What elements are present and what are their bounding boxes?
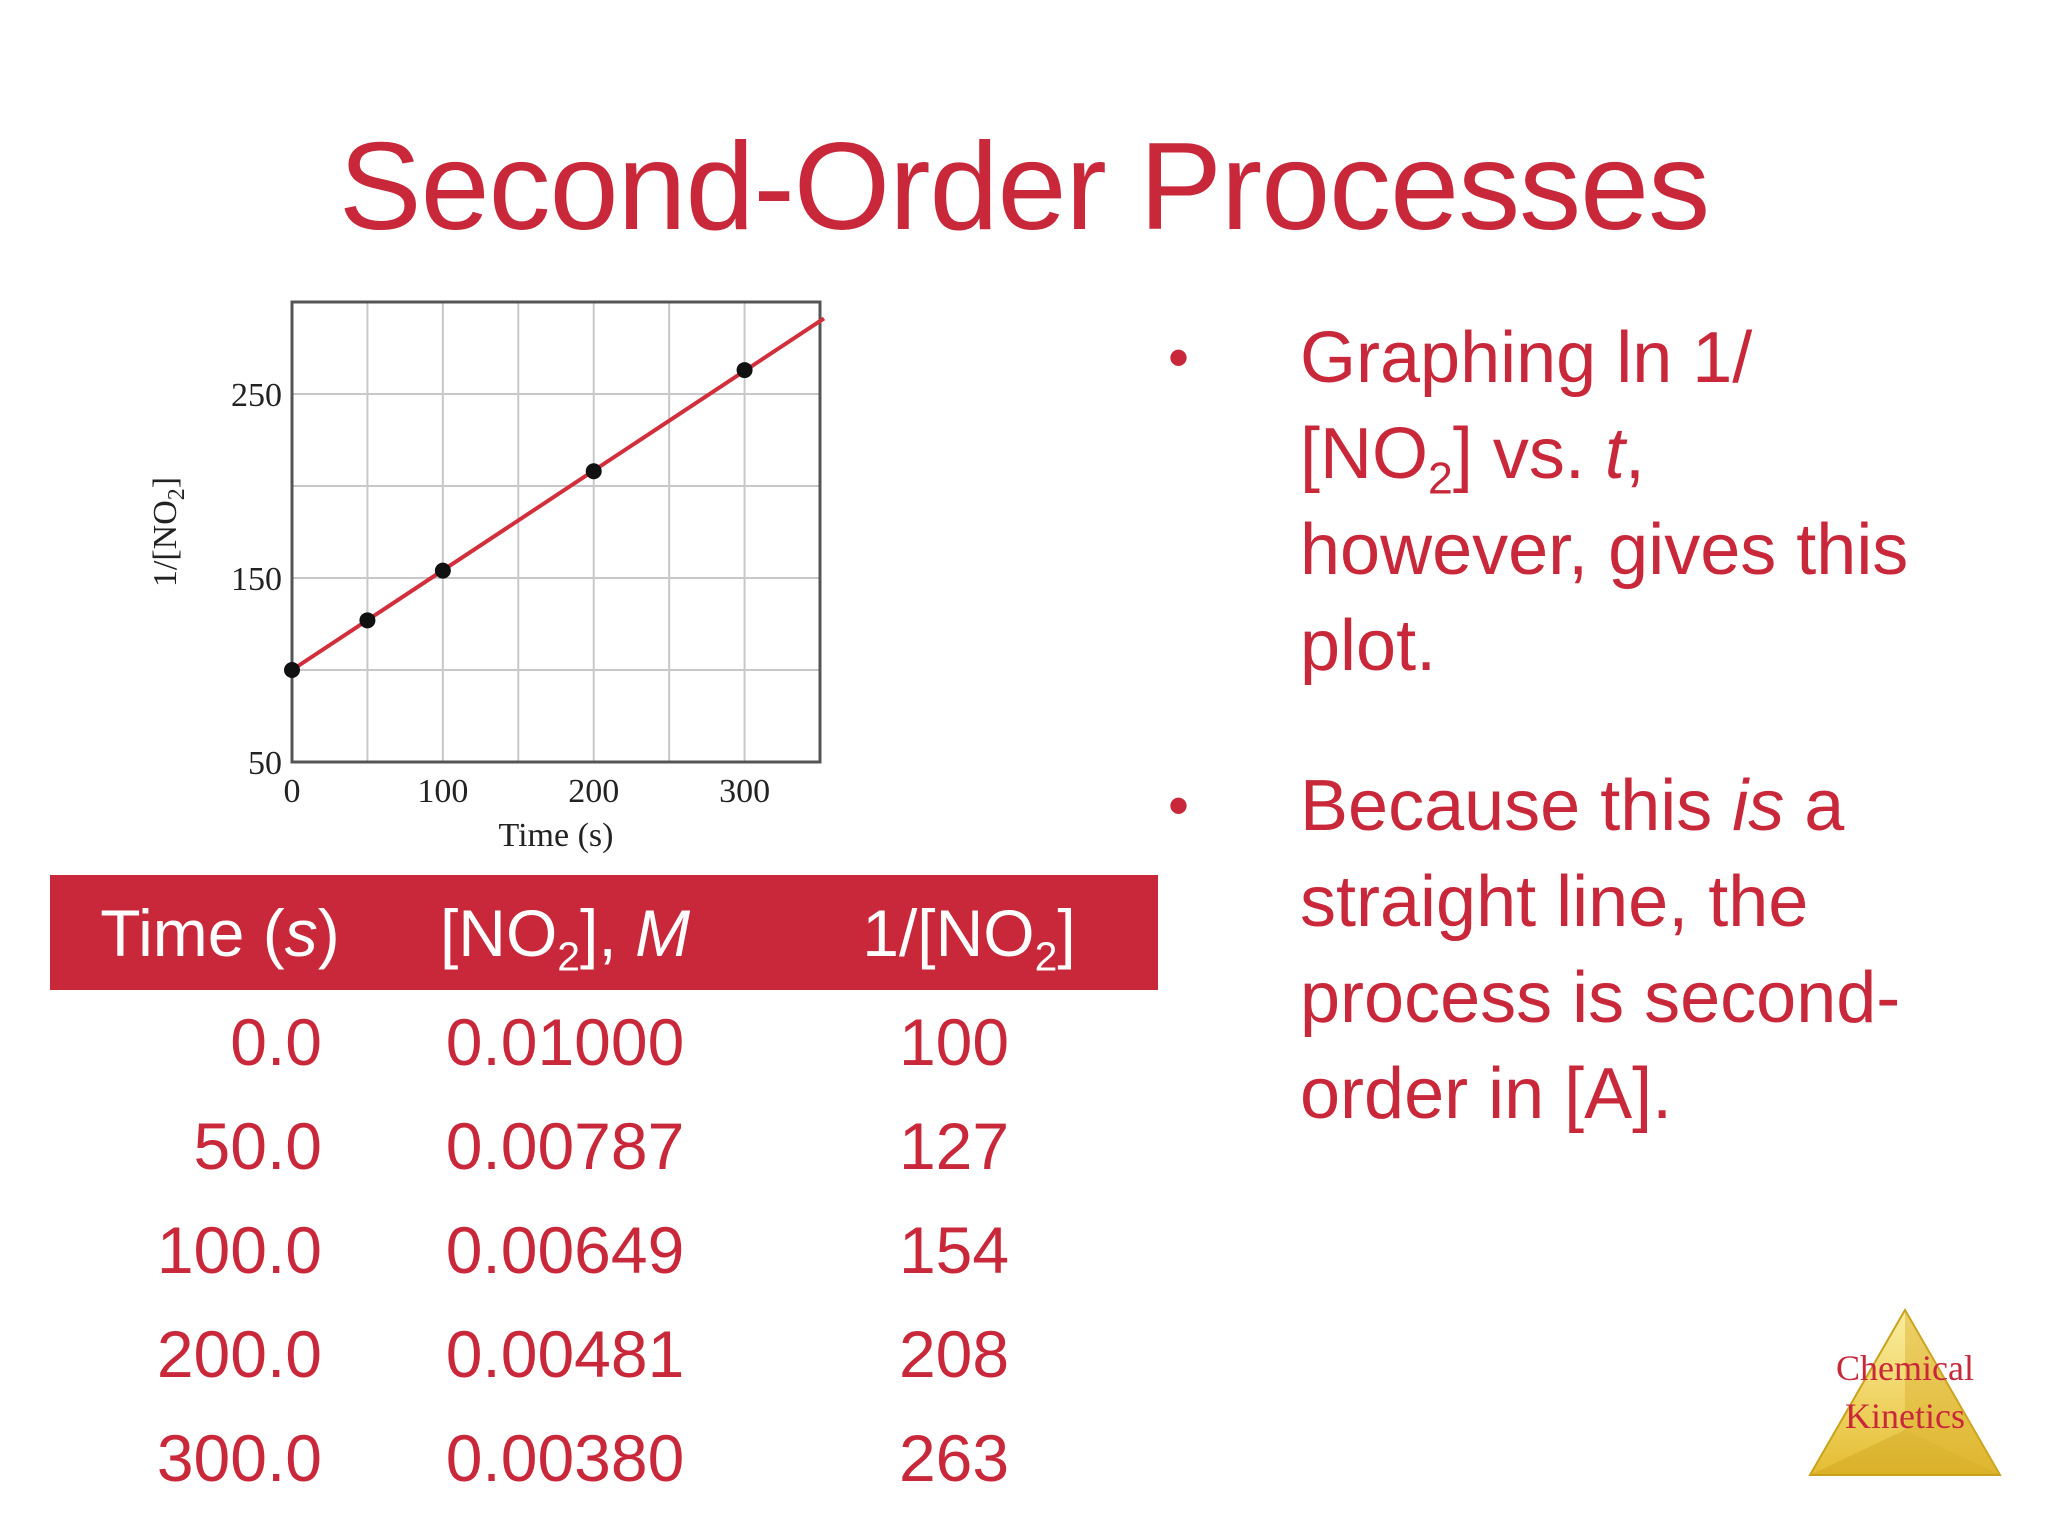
x-tick-label: 100: [417, 773, 468, 810]
data-point: [585, 463, 602, 480]
table-row: 0.0 0.01000 100: [50, 990, 1158, 1094]
logo-line-1: Chemical: [1836, 1348, 1974, 1388]
cell-inverse: 208: [898, 1317, 1010, 1391]
cell-inverse: 100: [898, 1005, 1010, 1079]
cell-time: 0.0: [230, 1005, 322, 1079]
bullet-item-2: • Because this is a straight line, the p…: [1168, 758, 2000, 1142]
cell-inverse: 263: [898, 1421, 1010, 1495]
cell-concentration: 0.00481: [445, 1317, 685, 1391]
y-axis-label: 1/[NO2]: [147, 477, 190, 587]
y-axis-label-suffix: ]: [147, 477, 184, 488]
cell-inverse: 154: [898, 1213, 1010, 1287]
header-inverse-concentration: 1/[NO2]: [780, 875, 1158, 990]
cell-time: 300.0: [156, 1421, 322, 1495]
y-tick-label: 150: [231, 561, 282, 598]
x-tick-label: 300: [719, 773, 770, 810]
y-tick-label: 50: [248, 745, 282, 782]
bullet-text-1: Graphing ln 1/ [NO2] vs. t, however, giv…: [1300, 318, 1909, 686]
cell-concentration: 0.00649: [445, 1213, 685, 1287]
data-point: [359, 612, 376, 629]
data-table: Time (s) [NO2], M 1/[NO2] 0.0 0.01000 10…: [50, 875, 1158, 1510]
cell-inverse: 127: [898, 1109, 1010, 1183]
logo-line-2: Kinetics: [1845, 1396, 1965, 1436]
y-axis-label-prefix: 1/[NO: [147, 500, 184, 587]
logo-triangle-icon: [1808, 1307, 2002, 1476]
logo-triangle-bottom: [1810, 1430, 2000, 1475]
bullet-dot-icon: •: [1168, 772, 1190, 839]
data-point: [434, 562, 451, 579]
bullet-text-2: Because this is a straight line, the pro…: [1300, 766, 1901, 1134]
fit-line: [290, 316, 826, 672]
logo-triangle-shade: [1905, 1310, 2000, 1475]
chemical-kinetics-logo: Chemical Kinetics: [1808, 1307, 2002, 1476]
header-time: Time (s): [50, 875, 350, 990]
header-concentration: [NO2], M: [350, 875, 780, 990]
table-row: 50.0 0.00787 127: [50, 1094, 1158, 1198]
table-row: 100.0 0.00649 154: [50, 1198, 1158, 1302]
table-row: 300.0 0.00380 263: [50, 1406, 1158, 1510]
table-header-row: Time (s) [NO2], M 1/[NO2]: [50, 875, 1158, 990]
cell-concentration: 0.00787: [445, 1109, 685, 1183]
x-tick-labels: 0 100 200 300: [284, 773, 771, 810]
x-axis-label: Time (s): [499, 817, 614, 854]
cell-time: 200.0: [156, 1317, 322, 1391]
data-point: [736, 362, 753, 379]
cell-concentration: 0.01000: [445, 1005, 685, 1079]
data-points: [284, 362, 753, 678]
bullet-item-1: • Graphing ln 1/ [NO2] vs. t, however, g…: [1168, 310, 2000, 694]
x-tick-label: 200: [568, 773, 619, 810]
y-tick-label: 250: [231, 377, 282, 414]
data-point: [284, 662, 300, 678]
y-tick-labels: 50 150 250: [231, 377, 282, 782]
chart-frame: [290, 300, 822, 764]
bullet-dot-icon: •: [1168, 324, 1190, 391]
x-tick-label: 0: [284, 773, 301, 810]
cell-time: 50.0: [193, 1109, 322, 1183]
y-axis-label-sub: 2: [164, 488, 190, 500]
slide-title: Second-Order Processes: [338, 118, 1710, 256]
table-row: 200.0 0.00481 208: [50, 1302, 1158, 1406]
chart-svg: 0 100 200 300 50 150 250 Time (s) 1/[NO2]: [147, 300, 826, 854]
cell-time: 100.0: [156, 1213, 322, 1287]
chart-grid: [292, 302, 820, 762]
cell-concentration: 0.00380: [445, 1421, 685, 1495]
chart: 0 100 200 300 50 150 250 Time (s) 1/[NO2]: [130, 280, 850, 860]
